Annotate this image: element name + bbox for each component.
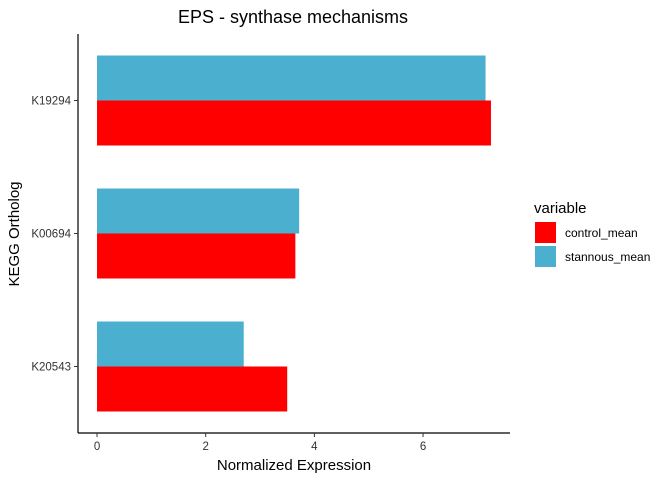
y-tick-label: K20543 xyxy=(31,362,71,374)
bar-control_mean-K20543 xyxy=(97,366,288,412)
x-tick-label: 2 xyxy=(202,441,208,453)
bar-stannous_mean-K00694 xyxy=(97,188,300,234)
legend: variable control_mean stannous_mean xyxy=(534,200,650,267)
bar-stannous_mean-K20543 xyxy=(97,321,244,367)
bar-control_mean-K00694 xyxy=(97,233,296,279)
bar-control_mean-K19294 xyxy=(97,100,491,146)
legend-label-control_mean: control_mean xyxy=(565,226,638,240)
x-ticks: 0 2 4 6 xyxy=(94,433,426,453)
chart-title: EPS - synthase mechanisms xyxy=(178,7,408,27)
legend-title: variable xyxy=(534,200,587,217)
x-tick-label: 4 xyxy=(311,441,318,453)
x-tick-label: 0 xyxy=(94,441,100,453)
y-tick-label: K00694 xyxy=(31,229,71,241)
legend-key-stannous_mean xyxy=(535,246,556,267)
y-tick-label: K19294 xyxy=(31,96,71,108)
bars xyxy=(97,55,491,412)
y-axis-title: KEGG Ortholog xyxy=(6,181,23,286)
legend-key-control_mean xyxy=(535,222,556,243)
legend-label-stannous_mean: stannous_mean xyxy=(565,250,650,264)
x-axis-title: Normalized Expression xyxy=(217,457,371,474)
y-ticks: K19294 K00694 K20543 xyxy=(31,96,78,374)
x-tick-label: 6 xyxy=(420,441,426,453)
bar-stannous_mean-K19294 xyxy=(97,55,486,101)
